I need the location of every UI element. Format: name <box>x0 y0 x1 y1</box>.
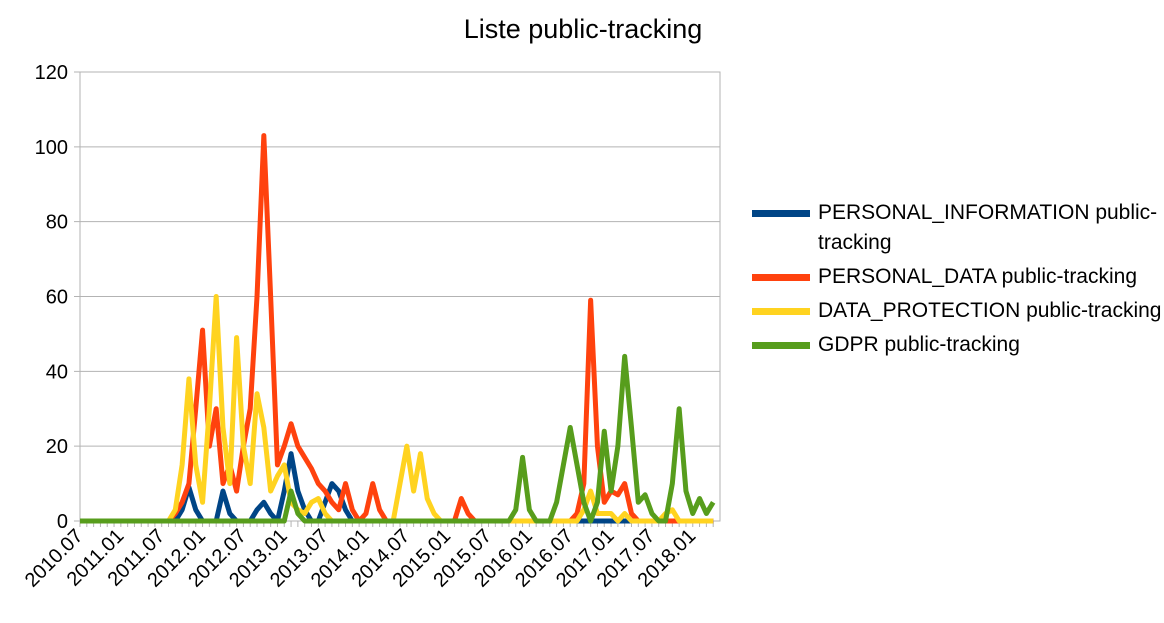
legend-item: PERSONAL_INFORMATION public-tracking <box>752 198 1162 258</box>
legend-swatch <box>752 274 810 281</box>
y-tick-label: 80 <box>46 212 68 234</box>
legend-label: PERSONAL_DATA public-tracking <box>818 265 1138 288</box>
y-tick-label: 40 <box>46 361 68 383</box>
y-tick-label: 0 <box>57 511 68 533</box>
y-tick-label: 60 <box>46 287 68 309</box>
legend-item: DATA_PROTECTION public-tracking <box>752 296 1162 326</box>
legend-item: PERSONAL_DATA public-tracking <box>752 262 1162 292</box>
legend-swatch <box>752 210 810 217</box>
legend-item: GDPR public-tracking <box>752 330 1162 360</box>
y-tick-label: 20 <box>46 436 68 458</box>
y-tick-label: 100 <box>35 137 68 159</box>
series-line <box>80 133 714 524</box>
series-line <box>80 353 716 524</box>
legend-swatch <box>752 308 810 315</box>
legend-label: PERSONAL_INFORMATION public-tracking <box>818 201 1158 254</box>
legend-label: DATA_PROTECTION public-tracking <box>818 299 1162 322</box>
legend-label: GDPR public-tracking <box>818 333 1020 356</box>
chart-title: Liste public-tracking <box>464 14 703 44</box>
y-tick-label: 120 <box>35 62 68 84</box>
legend: PERSONAL_INFORMATION public-tracking PERS… <box>752 198 1162 364</box>
series-line <box>80 294 714 524</box>
legend-swatch <box>752 342 810 349</box>
